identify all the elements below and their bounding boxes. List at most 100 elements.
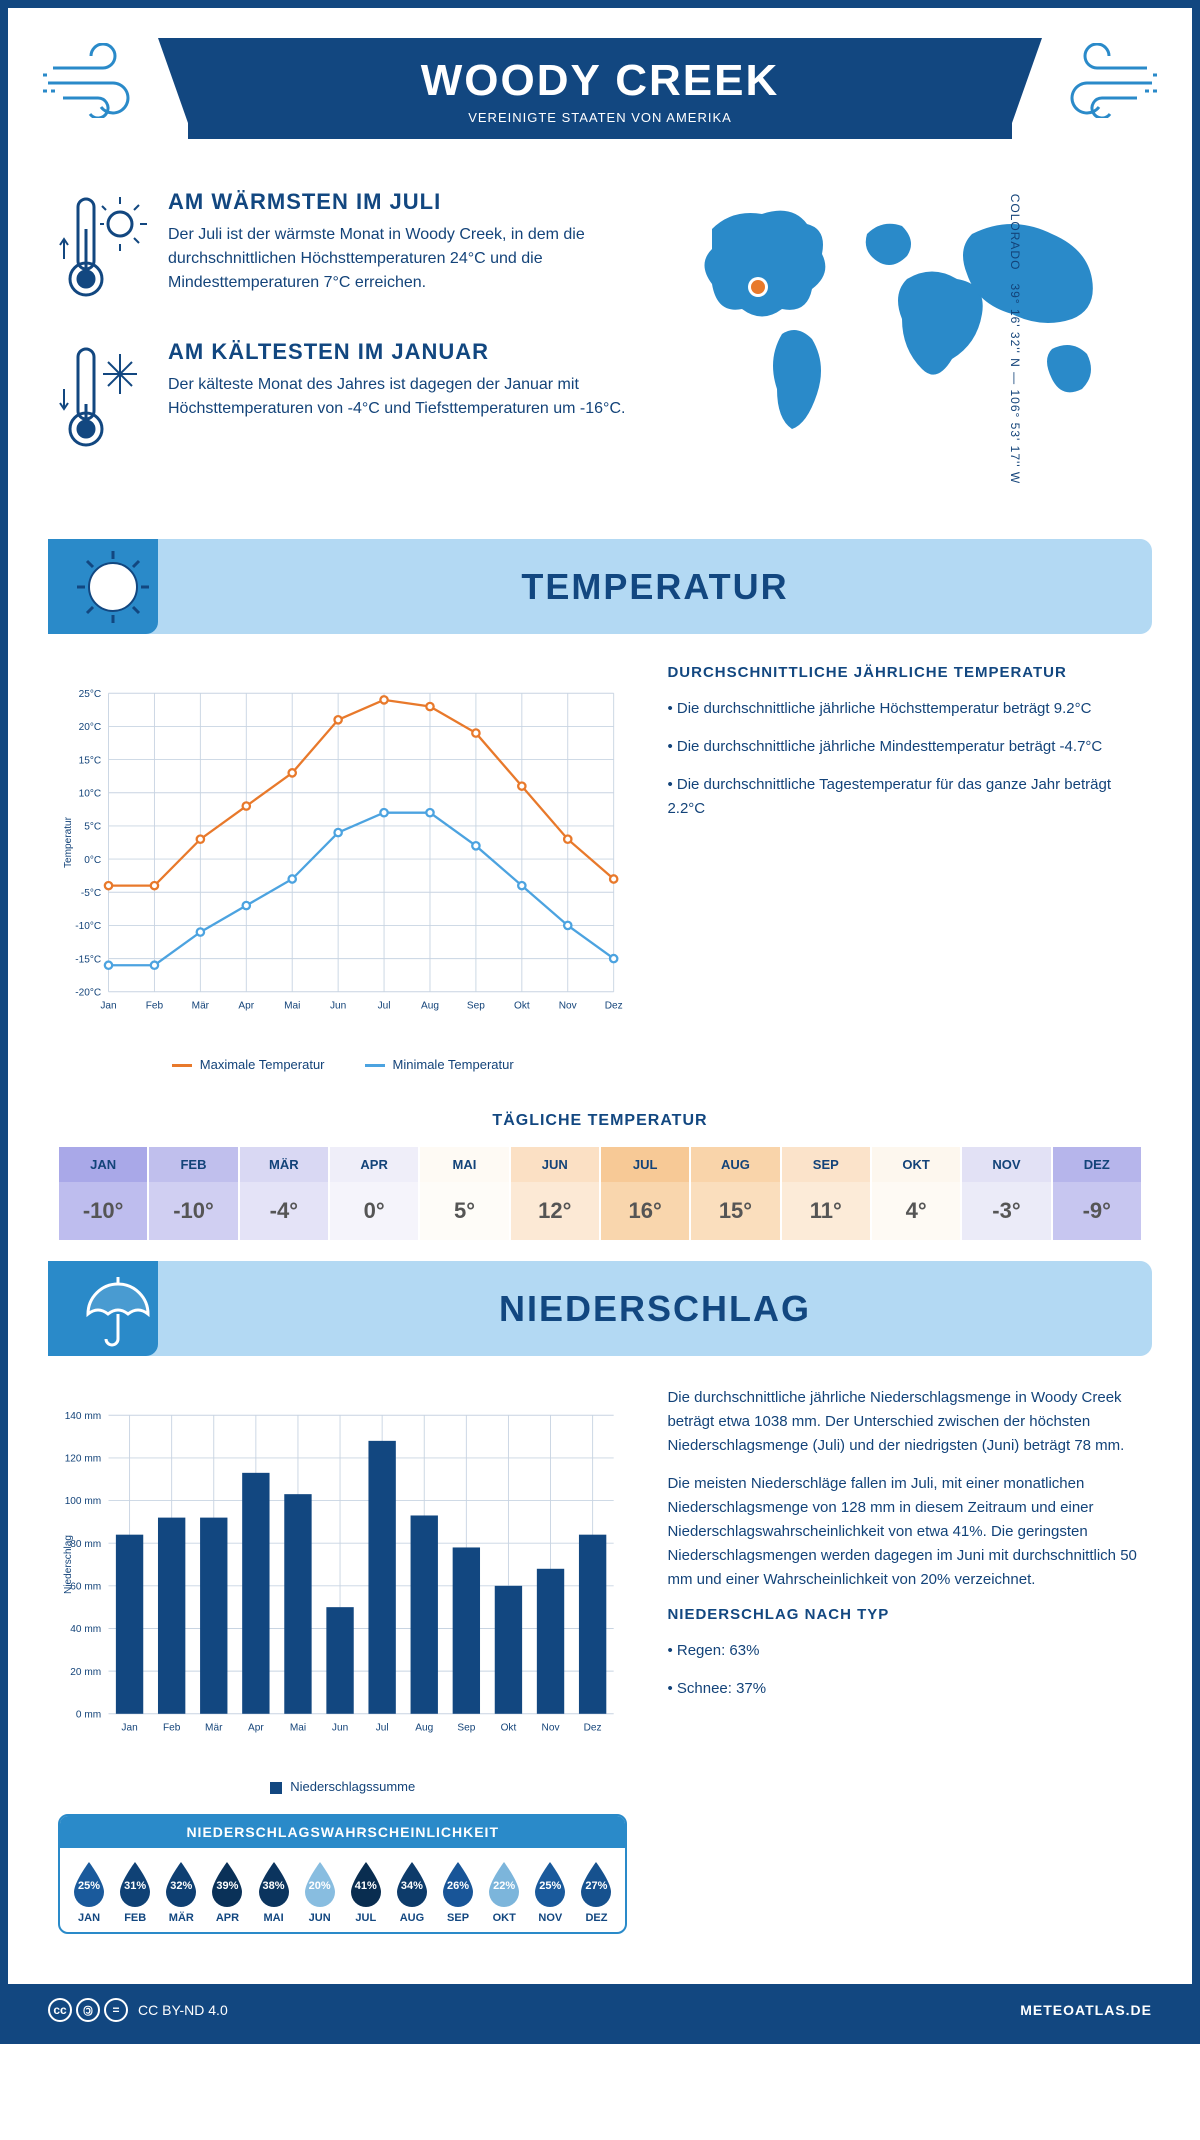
- header: WOODY CREEK VEREINIGTE STAATEN VON AMERI…: [8, 8, 1192, 159]
- svg-text:Jan: Jan: [121, 1722, 137, 1733]
- svg-text:Dez: Dez: [605, 1000, 623, 1011]
- svg-text:-15°C: -15°C: [75, 954, 101, 965]
- intro-section: AM WÄRMSTEN IM JULI Der Juli ist der wär…: [8, 159, 1192, 519]
- temperature-annual-text: DURCHSCHNITTLICHE JÄHRLICHE TEMPERATUR D…: [667, 664, 1142, 1072]
- probability-cell: 39%APR: [204, 1860, 250, 1924]
- svg-text:-10°C: -10°C: [75, 921, 101, 932]
- thermometer-cold-icon: [58, 339, 148, 459]
- temp-cell: DEZ-9°: [1052, 1146, 1142, 1241]
- section-title: NIEDERSCHLAG: [158, 1288, 1152, 1330]
- svg-text:Apr: Apr: [238, 1000, 254, 1011]
- warmest-block: AM WÄRMSTEN IM JULI Der Juli ist der wär…: [58, 189, 642, 309]
- svg-text:-5°C: -5°C: [81, 888, 101, 899]
- daily-temp-table: JAN-10°FEB-10°MÄR-4°APR0°MAI5°JUN12°JUL1…: [58, 1146, 1142, 1241]
- probability-cell: 25%NOV: [527, 1860, 573, 1924]
- probability-box: NIEDERSCHLAGSWAHRSCHEINLICHKEIT 25%JAN31…: [58, 1814, 627, 1934]
- license-text: CC BY-ND 4.0: [138, 2002, 228, 2018]
- svg-text:Aug: Aug: [415, 1722, 433, 1733]
- umbrella-icon: [73, 1269, 153, 1349]
- svg-text:Feb: Feb: [163, 1722, 181, 1733]
- thermometer-hot-icon: [58, 189, 148, 309]
- svg-text:Temperatur: Temperatur: [63, 816, 74, 868]
- temp-cell: MAI5°: [419, 1146, 509, 1241]
- svg-text:Jul: Jul: [378, 1000, 391, 1011]
- svg-text:10°C: 10°C: [79, 788, 102, 799]
- temp-cell: MÄR-4°: [239, 1146, 329, 1241]
- svg-text:Mai: Mai: [290, 1722, 306, 1733]
- temperature-line-chart: -20°C-15°C-10°C-5°C0°C5°C10°C15°C20°C25°…: [58, 664, 627, 1044]
- svg-text:Jun: Jun: [332, 1722, 348, 1733]
- svg-text:Jan: Jan: [100, 1000, 116, 1011]
- svg-text:Jun: Jun: [330, 1000, 346, 1011]
- svg-text:40 mm: 40 mm: [70, 1624, 101, 1635]
- svg-text:Dez: Dez: [584, 1722, 602, 1733]
- warmest-title: AM WÄRMSTEN IM JULI: [168, 189, 642, 215]
- temperature-section-header: TEMPERATUR: [48, 539, 1152, 634]
- page-title: WOODY CREEK: [188, 56, 1012, 106]
- svg-text:Apr: Apr: [248, 1722, 264, 1733]
- cc-icons: cc🄯=: [48, 1998, 128, 2022]
- svg-text:25°C: 25°C: [79, 689, 102, 700]
- precipitation-text: Die durchschnittliche jährliche Niedersc…: [667, 1386, 1142, 1934]
- title-ribbon: WOODY CREEK VEREINIGTE STAATEN VON AMERI…: [188, 38, 1012, 139]
- coldest-text: Der kälteste Monat des Jahres ist dagege…: [168, 373, 642, 421]
- svg-text:Mär: Mär: [192, 1000, 210, 1011]
- probability-cell: 22%OKT: [481, 1860, 527, 1924]
- svg-text:Aug: Aug: [421, 1000, 439, 1011]
- svg-text:0°C: 0°C: [84, 855, 101, 866]
- svg-text:Okt: Okt: [501, 1722, 517, 1733]
- section-title: TEMPERATUR: [158, 566, 1152, 608]
- coordinates: COLORADO 39° 16' 32'' N — 106° 53' 17'' …: [1008, 194, 1022, 484]
- coldest-title: AM KÄLTESTEN IM JANUAR: [168, 339, 642, 365]
- svg-text:0 mm: 0 mm: [76, 1709, 101, 1720]
- warmest-text: Der Juli ist der wärmste Monat in Woody …: [168, 223, 642, 295]
- svg-text:Nov: Nov: [559, 1000, 578, 1011]
- svg-text:120 mm: 120 mm: [65, 1454, 101, 1465]
- probability-cell: 41%JUL: [343, 1860, 389, 1924]
- probability-cell: 27%DEZ: [573, 1860, 619, 1924]
- svg-text:Okt: Okt: [514, 1000, 530, 1011]
- svg-text:-20°C: -20°C: [75, 987, 101, 998]
- temp-cell: JUN12°: [510, 1146, 600, 1241]
- probability-cell: 32%MÄR: [158, 1860, 204, 1924]
- svg-text:Mär: Mär: [205, 1722, 223, 1733]
- svg-text:Nov: Nov: [542, 1722, 561, 1733]
- temp-cell: OKT4°: [871, 1146, 961, 1241]
- chart-legend: Niederschlagssumme: [58, 1779, 627, 1794]
- svg-text:Mai: Mai: [284, 1000, 300, 1011]
- svg-text:80 mm: 80 mm: [70, 1539, 101, 1550]
- svg-text:5°C: 5°C: [84, 822, 101, 833]
- footer: cc🄯= CC BY-ND 4.0 METEOATLAS.DE: [8, 1984, 1192, 2036]
- svg-text:20 mm: 20 mm: [70, 1667, 101, 1678]
- temp-cell: JUL16°: [600, 1146, 690, 1241]
- temp-cell: AUG15°: [690, 1146, 780, 1241]
- site-name: METEOATLAS.DE: [1020, 2002, 1152, 2018]
- probability-cell: 38%MAI: [251, 1860, 297, 1924]
- svg-text:100 mm: 100 mm: [65, 1496, 101, 1507]
- svg-text:15°C: 15°C: [79, 755, 102, 766]
- temp-cell: JAN-10°: [58, 1146, 148, 1241]
- temp-cell: APR0°: [329, 1146, 419, 1241]
- world-map: [672, 189, 1142, 449]
- precipitation-bar-chart: 0 mm20 mm40 mm60 mm80 mm100 mm120 mm140 …: [58, 1386, 627, 1766]
- temp-cell: FEB-10°: [148, 1146, 238, 1241]
- temp-cell: SEP11°: [781, 1146, 871, 1241]
- svg-text:140 mm: 140 mm: [65, 1411, 101, 1422]
- chart-legend: Maximale Temperatur Minimale Temperatur: [58, 1057, 627, 1072]
- sun-icon: [73, 547, 153, 627]
- temp-cell: NOV-3°: [961, 1146, 1051, 1241]
- probability-cell: 31%FEB: [112, 1860, 158, 1924]
- probability-cell: 34%AUG: [389, 1860, 435, 1924]
- svg-text:Niederschlag: Niederschlag: [63, 1535, 74, 1594]
- svg-text:Sep: Sep: [457, 1722, 475, 1733]
- page-subtitle: VEREINIGTE STAATEN VON AMERIKA: [188, 110, 1012, 125]
- svg-text:Feb: Feb: [146, 1000, 164, 1011]
- svg-text:Sep: Sep: [467, 1000, 485, 1011]
- coldest-block: AM KÄLTESTEN IM JANUAR Der kälteste Mona…: [58, 339, 642, 459]
- wind-icon: [1047, 43, 1157, 118]
- probability-cell: 26%SEP: [435, 1860, 481, 1924]
- probability-cell: 25%JAN: [66, 1860, 112, 1924]
- svg-text:Jul: Jul: [376, 1722, 389, 1733]
- wind-icon: [43, 43, 153, 118]
- precipitation-section-header: NIEDERSCHLAG: [48, 1261, 1152, 1356]
